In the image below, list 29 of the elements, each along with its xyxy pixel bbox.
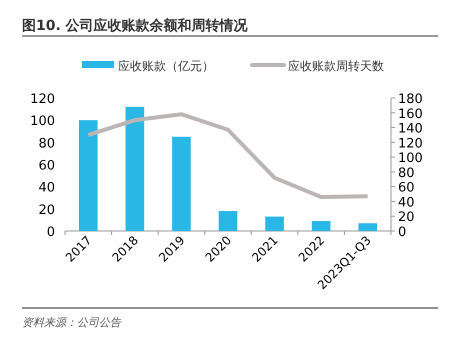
y2-tick-label: 120 bbox=[398, 136, 423, 152]
y-tick-label: 60 bbox=[38, 158, 55, 174]
y-tick-label: 120 bbox=[30, 92, 55, 107]
y2-tick-label: 40 bbox=[398, 195, 415, 210]
bar bbox=[312, 221, 330, 231]
bar bbox=[265, 216, 284, 231]
y2-tick-label: 60 bbox=[398, 180, 415, 196]
y2-tick-label: 20 bbox=[398, 210, 415, 226]
bar bbox=[358, 223, 378, 231]
y-tick-label: 20 bbox=[38, 202, 55, 218]
chart-title: 图10. 公司应收账款余额和周转情况 bbox=[22, 17, 249, 34]
y2-tick-label: 80 bbox=[398, 166, 415, 181]
bar bbox=[218, 211, 238, 231]
y-tick-label: 40 bbox=[38, 180, 55, 196]
legend-label: 应收账款（亿元） bbox=[118, 59, 214, 73]
bar bbox=[172, 136, 191, 231]
text: 资料来源：公司公告 bbox=[22, 316, 122, 329]
y2-tick-label: 180 bbox=[398, 92, 423, 107]
bar bbox=[126, 106, 144, 231]
legend-label: 应收账款周转天数 bbox=[288, 59, 384, 73]
y2-tick-label: 140 bbox=[398, 122, 423, 137]
y2-tick-label: 0 bbox=[398, 225, 406, 240]
y-tick-label: 0 bbox=[46, 225, 55, 240]
line-series bbox=[86, 112, 370, 200]
bar bbox=[78, 120, 98, 231]
y-tick-label: 100 bbox=[30, 114, 55, 130]
y2-tick-label: 160 bbox=[398, 106, 423, 122]
y2-tick-label: 100 bbox=[398, 151, 423, 166]
y-tick-label: 80 bbox=[38, 136, 55, 152]
